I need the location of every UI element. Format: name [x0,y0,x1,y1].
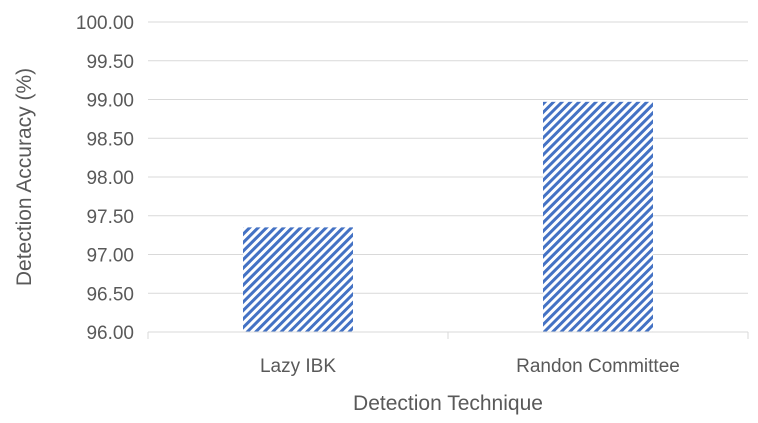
y-tick-label: 97.50 [86,207,134,228]
y-tick-label: 97.00 [86,246,134,267]
y-tick-label: 98.00 [86,168,134,189]
x-axis-tick-labels: Lazy IBK Randon Committee [260,356,680,377]
x-axis-ticks [147,332,749,339]
y-tick-label: 96.50 [86,284,134,305]
y-tick-label: 99.50 [86,52,134,73]
x-axis-title: Detection Technique [353,392,543,415]
bars [243,101,653,332]
y-tick-label: 100.00 [76,13,134,34]
x-tick-label: Lazy IBK [260,356,336,377]
gridlines [148,21,748,294]
y-tick-label: 96.00 [86,323,134,344]
bar-randon-committee [543,101,653,332]
bar-lazy-ibk [243,227,353,332]
y-tick-label: 99.00 [86,91,134,112]
x-tick-label: Randon Committee [516,356,680,377]
y-axis-title: Detection Accuracy (%) [13,68,36,286]
y-tick-label: 98.50 [86,129,134,150]
y-axis-tick-labels: 96.00 96.50 97.00 97.50 98.00 98.50 99.00 99.50… [76,13,134,344]
